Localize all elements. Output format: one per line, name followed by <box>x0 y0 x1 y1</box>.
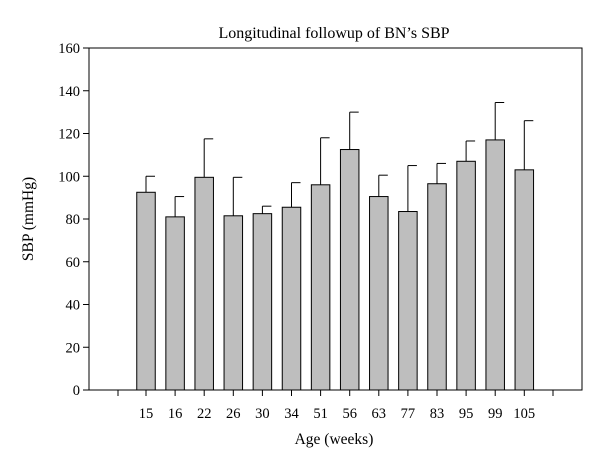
bar-51 <box>310 184 331 391</box>
bars-layer <box>136 102 535 391</box>
x-tick-label-26: 26 <box>226 406 241 422</box>
bar-22 <box>194 176 214 391</box>
x-tick-label-34: 34 <box>284 406 299 422</box>
y-tick-label-80: 80 <box>66 212 81 228</box>
bar-83 <box>427 183 447 391</box>
x-tick-label-105: 105 <box>513 406 535 422</box>
x-tick-label-30: 30 <box>255 406 270 422</box>
x-tick-label-63: 63 <box>372 406 387 422</box>
y-tick-label-160: 160 <box>58 41 80 57</box>
x-tick-label-83: 83 <box>430 406 445 422</box>
bar-15 <box>136 191 156 391</box>
bar-105 <box>514 169 535 391</box>
chart-title: Longitudinal followup of BN’s SBP <box>218 25 449 42</box>
x-tick-label-95: 95 <box>459 406 474 422</box>
bar-26 <box>223 215 244 391</box>
x-tick-label-15: 15 <box>139 406 154 422</box>
bar-34 <box>281 206 302 391</box>
ticks-layer: 15 16 22 26 30 34 51 56 63 77 83 95 99 105 0 20 40 60 80 10… <box>58 41 554 422</box>
x-tick-label-51: 51 <box>313 406 328 422</box>
y-tick-label-40: 40 <box>66 298 81 314</box>
y-tick-label-20: 20 <box>66 340 81 356</box>
y-tick-label-120: 120 <box>58 127 80 143</box>
y-tick-label-60: 60 <box>66 255 81 271</box>
y-tick-label-140: 140 <box>58 84 80 100</box>
x-tick-label-77: 77 <box>401 406 416 422</box>
x-tick-label-99: 99 <box>488 406 503 422</box>
bar-56 <box>339 149 360 391</box>
x-axis-label: Age (weeks) <box>295 431 374 448</box>
bar-16 <box>165 216 185 391</box>
bar-99 <box>485 139 505 391</box>
x-tick-label-56: 56 <box>342 406 357 422</box>
y-tick-label-0: 0 <box>73 383 80 399</box>
x-tick-label-22: 22 <box>197 406 212 422</box>
x-tick-label-16: 16 <box>168 406 183 422</box>
y-axis-label: SBP (mmHg) <box>20 177 37 261</box>
bar-63 <box>369 196 389 391</box>
bar-77 <box>398 211 418 391</box>
bar-30 <box>252 213 273 391</box>
plot-area-frame <box>88 47 583 391</box>
y-tick-label-100: 100 <box>58 169 80 185</box>
bar-95 <box>456 160 476 391</box>
